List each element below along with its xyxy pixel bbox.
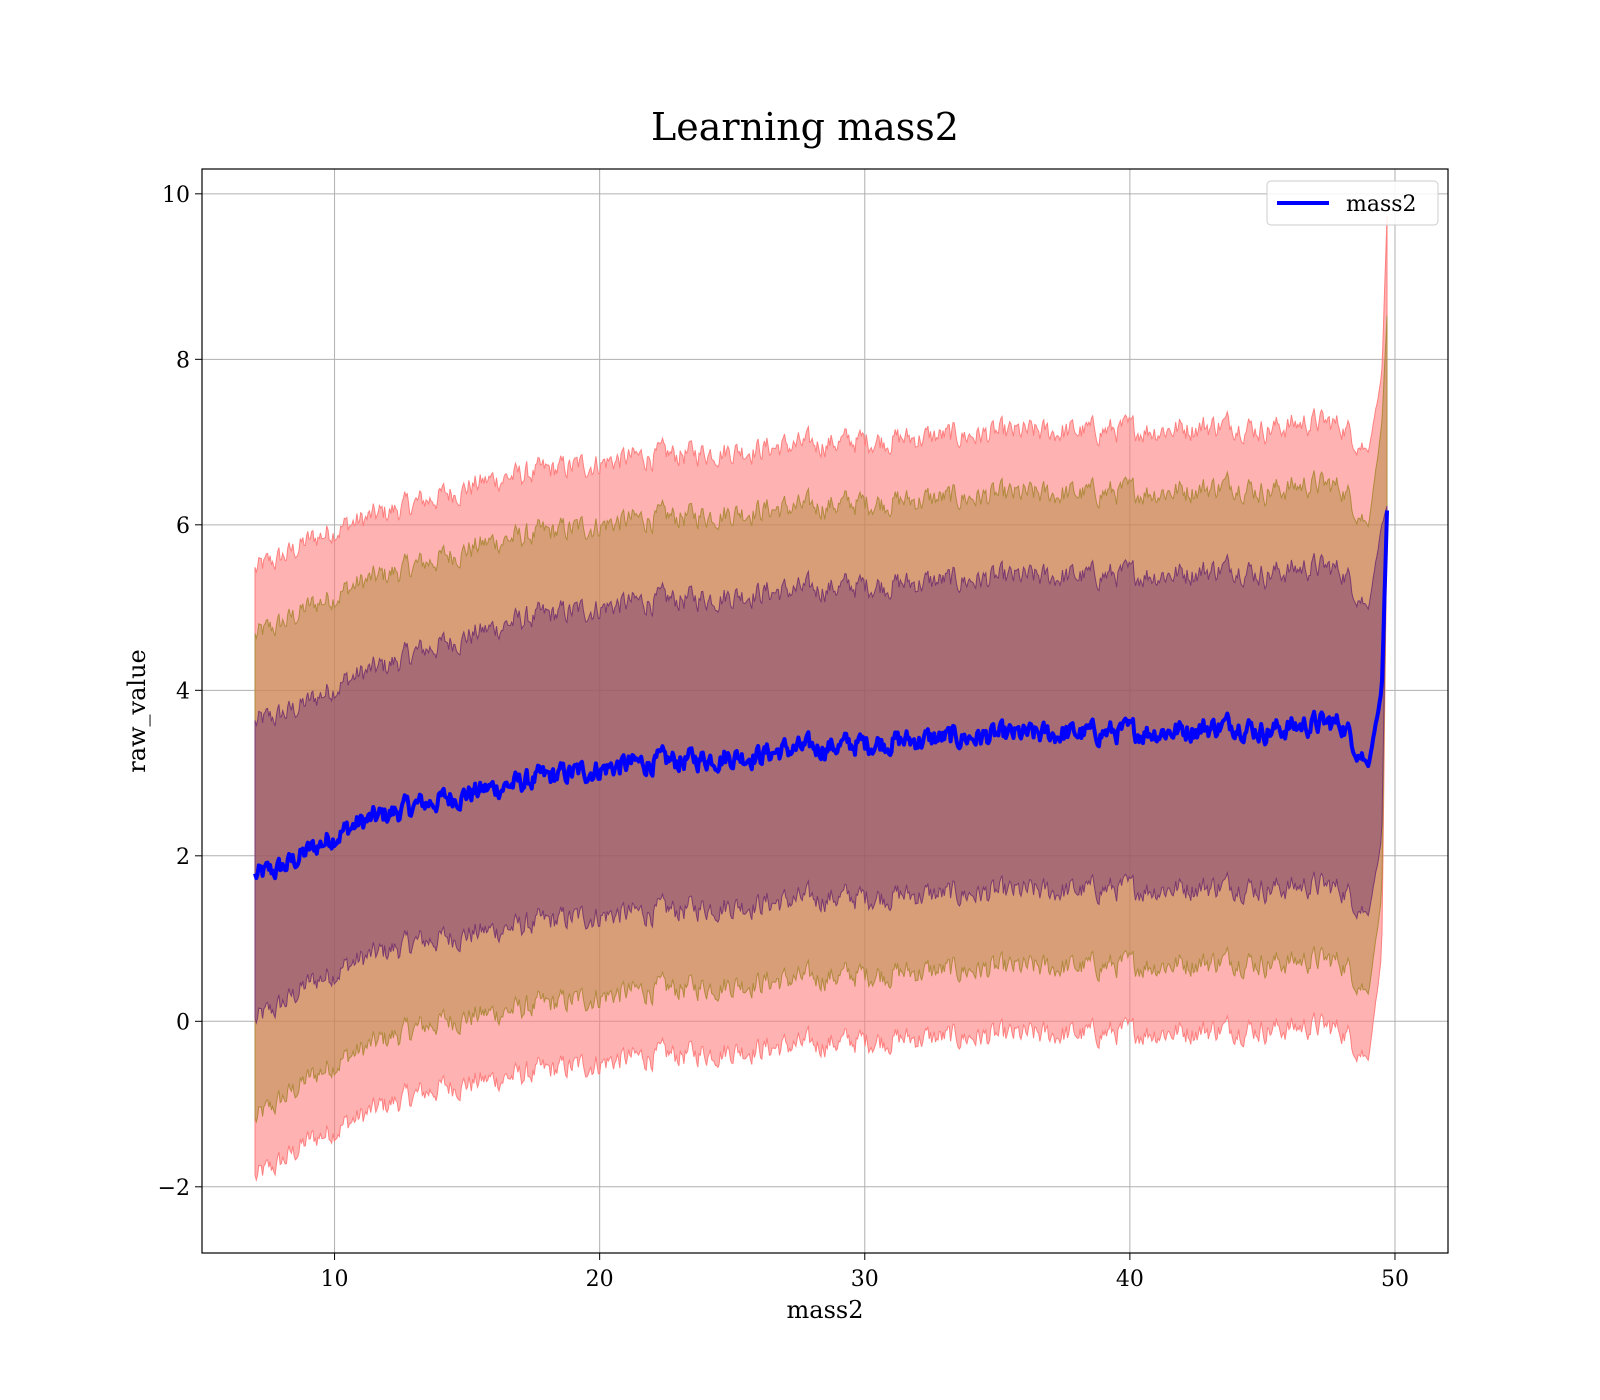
y-tick-label-2: 2 [176,845,190,870]
y-tick-label-5: 8 [176,348,190,373]
y-tick-label-3: 4 [176,679,190,704]
y-tick-label-4: 6 [176,514,190,539]
x-tick-label-4: 50 [1381,1267,1409,1292]
x-axis: 10 20 30 40 50 [321,1253,1409,1292]
y-tick-label-1: 0 [176,1010,190,1035]
x-tick-label-0: 10 [321,1267,349,1292]
legend-box [1266,180,1439,226]
legend-label-mass2: mass2 [1346,192,1417,217]
x-tick-label-2: 30 [851,1267,879,1292]
y-tick-label-0: −2 [158,1176,190,1201]
y-axis: −2 0 2 4 6 8 10 [158,183,202,1201]
chart-title: Learning mass2 [651,105,959,149]
series-line-mass2 [253,510,1389,881]
plot-area [253,216,1389,1182]
legend: mass2 [1266,180,1439,226]
x-tick-label-1: 20 [586,1267,614,1292]
axes-frame [201,168,1449,1254]
x-tick-label-3: 40 [1116,1267,1144,1292]
x-axis-label: mass2 [787,1296,864,1324]
y-tick-label-6: 10 [162,183,190,208]
y-axis-label: raw_value [123,649,151,773]
